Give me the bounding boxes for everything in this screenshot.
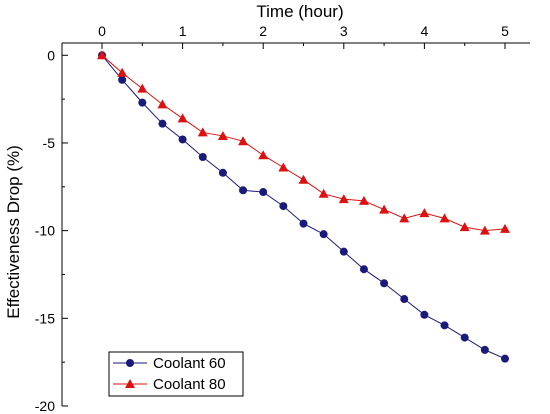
data-point [500,223,510,233]
data-point [318,188,329,198]
y-tick-label: 0 [47,47,55,63]
data-point [258,150,269,160]
data-point [177,113,188,123]
legend: Coolant 60 Coolant 80 [108,351,244,397]
data-point [380,279,389,288]
y-tick-label: -15 [35,310,55,326]
data-point [117,67,128,77]
legend-label: Coolant 60 [153,355,226,372]
data-point [358,195,369,205]
data-point [338,194,349,204]
data-point [420,310,429,319]
data-point [298,174,309,184]
data-point [178,135,187,144]
data-point [158,119,167,128]
data-point [278,162,289,172]
data-point [279,202,288,211]
x-tick-label-5: 5 [501,23,509,39]
data-point [400,295,409,304]
data-point [319,230,328,239]
data-point [238,136,249,146]
x-ticks: 0 1 2 3 4 5 [98,23,509,49]
data-point [460,333,469,342]
series-1 [98,51,509,363]
data-point [479,225,490,235]
data-point [439,213,450,223]
series-line-2 [101,54,506,232]
data-point [339,247,348,256]
legend-marker [125,379,135,388]
data-point [399,213,410,223]
data-point [459,222,470,232]
data-point [299,219,308,228]
data-point [138,98,147,107]
series-layer [97,50,510,363]
x-tick-label-4: 4 [421,23,429,39]
y-axis-title: Effectiveness Drop (%) [4,145,23,319]
data-point [239,186,248,195]
data-point [419,208,430,218]
y-tick-label: -20 [35,398,55,414]
y-tick-label: -10 [35,223,55,239]
data-point [97,50,107,60]
data-point [501,354,509,363]
data-point [197,127,208,137]
x-tick-label-0: 0 [98,23,106,39]
x-tick-label-2: 2 [259,23,267,39]
data-point [359,265,368,274]
y-ticks: 0 -5 -10 -15 -20 [35,47,68,414]
x-axis-title: Time (hour) [256,2,343,21]
legend-label: Coolant 80 [153,376,226,393]
data-point [259,188,268,197]
series-2 [97,50,510,235]
data-point [217,130,228,140]
data-point [218,168,227,177]
data-point [379,204,390,214]
x-tick-label-3: 3 [340,23,348,39]
y-tick-label: -5 [43,135,56,151]
data-point [440,321,449,330]
data-point [137,83,148,93]
legend-marker [126,359,134,367]
x-tick-label-1: 1 [179,23,187,39]
data-point [198,152,207,161]
data-point [118,75,127,84]
data-point [157,99,168,109]
data-point [480,345,489,354]
